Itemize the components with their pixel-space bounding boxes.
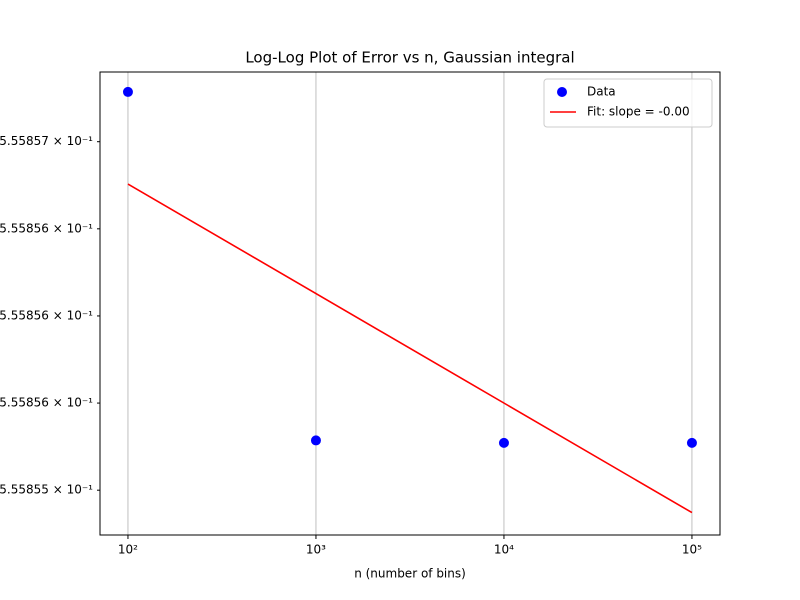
legend-box	[543, 78, 713, 128]
x-axis-label: n (number of bins)	[354, 567, 466, 581]
x-tick-label: 10⁵	[682, 543, 702, 557]
plot-frame	[99, 71, 721, 536]
legend: Data Fit: slope = -0.00	[543, 78, 713, 128]
y-tick-label: 5.55856 × 10⁻¹	[0, 221, 93, 235]
fit-line	[127, 183, 693, 514]
x-tick-label: 10³	[306, 543, 326, 557]
data-point	[498, 437, 509, 448]
y-tick-label: 5.55857 × 10⁻¹	[0, 134, 93, 148]
data-point	[310, 435, 321, 446]
legend-label: Data	[587, 85, 616, 99]
chart-title: Log-Log Plot of Error vs n, Gaussian int…	[245, 49, 574, 67]
x-tick-label: 10²	[118, 543, 138, 557]
data-point	[122, 86, 133, 97]
y-tick-label: 5.55856 × 10⁻¹	[0, 308, 93, 322]
data-point	[686, 437, 697, 448]
legend-marker	[557, 87, 567, 97]
y-tick-label: 5.55855 × 10⁻¹	[0, 483, 93, 497]
x-tick-label: 10⁴	[494, 543, 514, 557]
y-tick-label: 5.55856 × 10⁻¹	[0, 396, 93, 410]
legend-label: Fit: slope = -0.00	[587, 105, 690, 119]
